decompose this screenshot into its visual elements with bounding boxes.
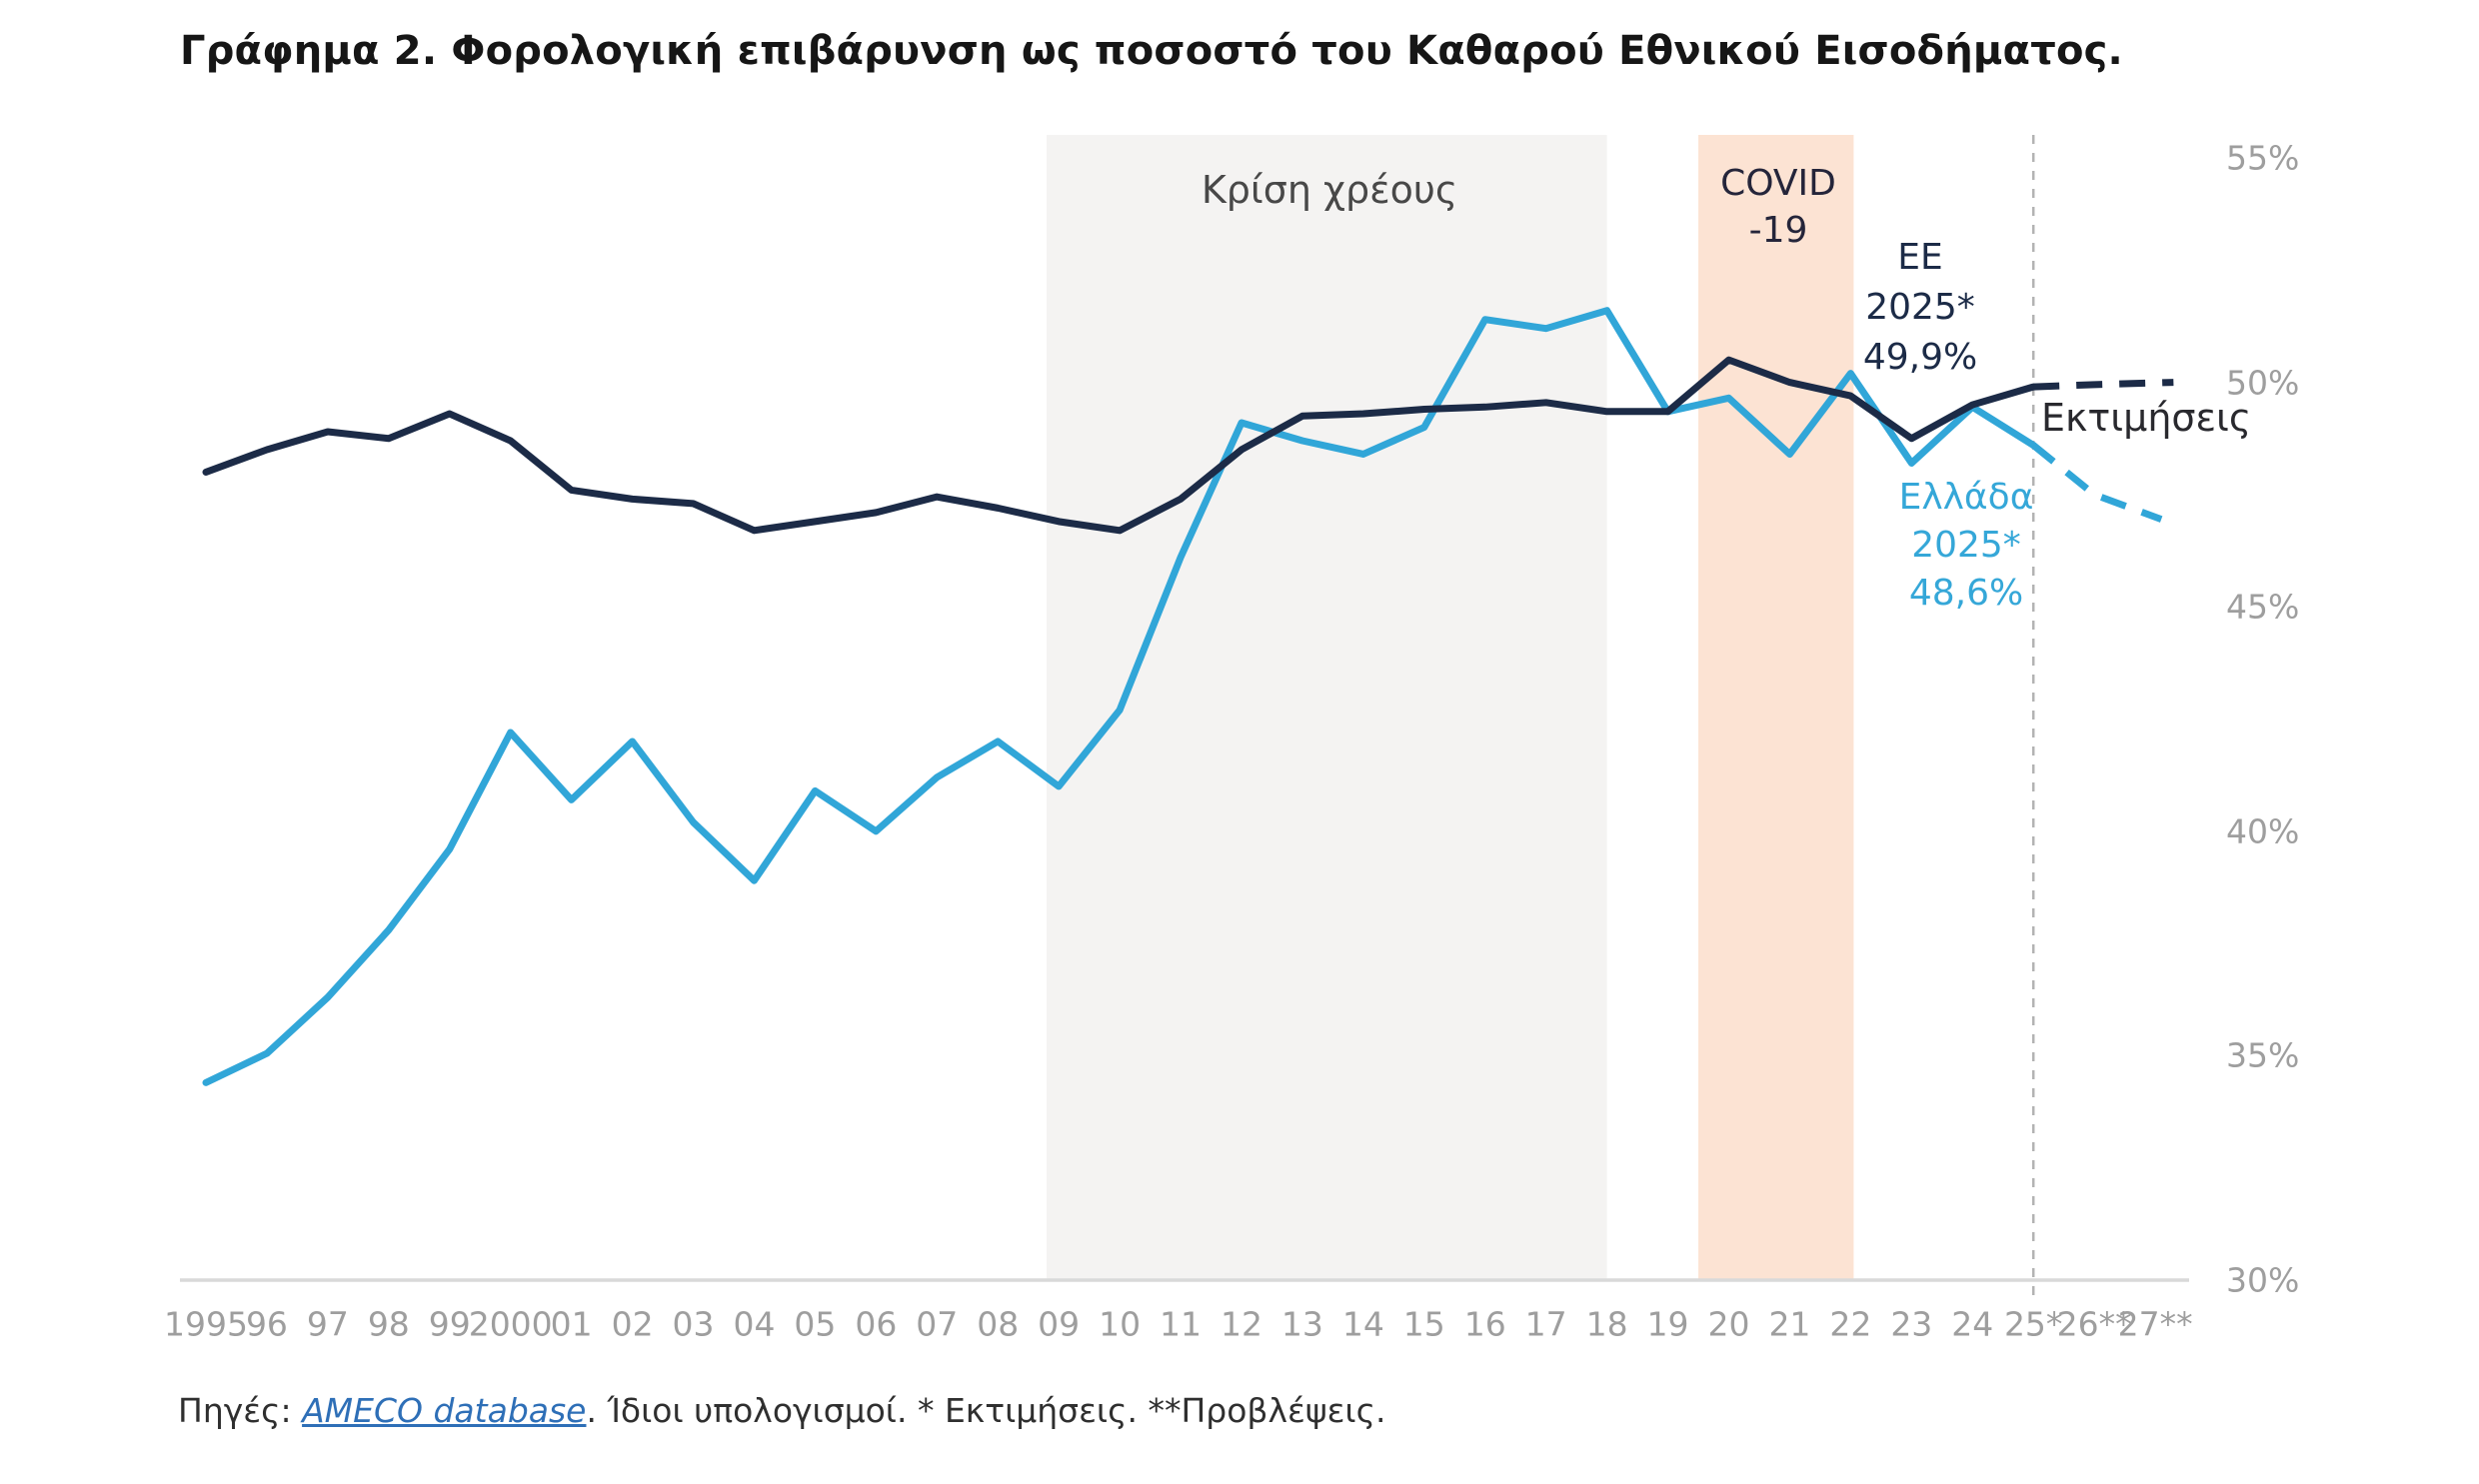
greece-line-projection xyxy=(2030,442,2163,523)
greece-line xyxy=(202,307,2037,1086)
y-tick-label: 55% xyxy=(2226,138,2300,178)
x-tick-label: 07 xyxy=(916,1304,959,1344)
x-tick-label: 98 xyxy=(367,1304,410,1344)
x-tick-label: 1995 xyxy=(164,1304,248,1344)
estimates-label: Εκτιμήσεις xyxy=(2041,396,2252,440)
x-tick-label: 19 xyxy=(1646,1304,1689,1344)
ee-line xyxy=(202,356,2037,535)
x-tick-label: 12 xyxy=(1220,1304,1262,1344)
ee-annotation-name: EE xyxy=(1897,237,1943,278)
x-tick-label: 96 xyxy=(245,1304,288,1344)
covid-label: COVID -19 xyxy=(1720,160,1836,254)
x-tick-label: 24 xyxy=(1951,1304,1994,1344)
x-tick-label: 25* xyxy=(2003,1304,2063,1344)
source-prefix: Πηγές: xyxy=(178,1391,303,1430)
x-tick-label: 14 xyxy=(1341,1304,1384,1344)
ee-line-projection xyxy=(2033,379,2174,391)
greece-annotation-name: Ελλάδα xyxy=(1898,477,2034,518)
y-tick-label: 30% xyxy=(2226,1260,2300,1300)
x-tick-label: 16 xyxy=(1463,1304,1506,1344)
debt-crisis-label: Κρίση χρέους xyxy=(1201,168,1458,212)
x-tick-label: 03 xyxy=(672,1304,715,1344)
x-tick-label: 02 xyxy=(611,1304,654,1344)
x-tick-label: 23 xyxy=(1890,1304,1933,1344)
x-tick-label: 15 xyxy=(1402,1304,1445,1344)
x-tick-label: 04 xyxy=(733,1304,776,1344)
ameco-database-link[interactable]: AMECO database xyxy=(302,1391,587,1430)
x-tick-label: 11 xyxy=(1160,1304,1203,1344)
y-tick-label: 35% xyxy=(2226,1035,2300,1075)
covid-band xyxy=(1698,135,1854,1280)
x-tick-label: 20 xyxy=(1707,1304,1750,1344)
x-tick-label: 01 xyxy=(550,1304,593,1344)
x-tick-label: 22 xyxy=(1829,1304,1872,1344)
x-tick-label: 05 xyxy=(794,1304,837,1344)
x-tick-label: 99 xyxy=(428,1304,471,1344)
covid-label-line2: -19 xyxy=(1748,210,1808,251)
y-tick-label: 40% xyxy=(2226,811,2300,851)
x-tick-label: 18 xyxy=(1585,1304,1628,1344)
x-tick-label: 26** xyxy=(2056,1304,2132,1344)
y-tick-label: 45% xyxy=(2226,587,2300,627)
x-tick-label: 10 xyxy=(1099,1304,1142,1344)
x-tick-label: 06 xyxy=(855,1304,898,1344)
greece-2025-annotation: Ελλάδα 2025* 48,6% xyxy=(1899,474,2034,618)
x-tick-label: 2000 xyxy=(468,1304,553,1344)
greece-annotation-year: 2025* xyxy=(1911,525,2021,566)
x-tick-label: 97 xyxy=(306,1304,349,1344)
greece-annotation-value: 48,6% xyxy=(1908,573,2024,614)
covid-label-line1: COVID xyxy=(1720,163,1836,204)
x-tick-label: 13 xyxy=(1280,1304,1323,1344)
x-tick-label: 21 xyxy=(1768,1304,1811,1344)
x-tick-label: 09 xyxy=(1038,1304,1081,1344)
ee-2025-annotation: EE 2025* 49,9% xyxy=(1863,233,1977,383)
x-tick-label: 08 xyxy=(977,1304,1020,1344)
x-tick-label: 17 xyxy=(1524,1304,1567,1344)
source-note: Πηγές: AMECO database. Ίδιοι υπολογισμοί… xyxy=(178,1391,1385,1430)
chart-title: Γράφημα 2. Φορολογική επιβάρυνση ως ποσο… xyxy=(180,28,2123,74)
source-suffix: . Ίδιοι υπολογισμοί. * Εκτιμήσεις. **Προ… xyxy=(586,1391,1386,1430)
debt-crisis-band xyxy=(1046,135,1607,1280)
x-tick-label: 27** xyxy=(2117,1304,2193,1344)
ee-annotation-value: 49,9% xyxy=(1862,337,1978,378)
ee-annotation-year: 2025* xyxy=(1865,287,1975,328)
y-tick-label: 50% xyxy=(2226,363,2300,403)
